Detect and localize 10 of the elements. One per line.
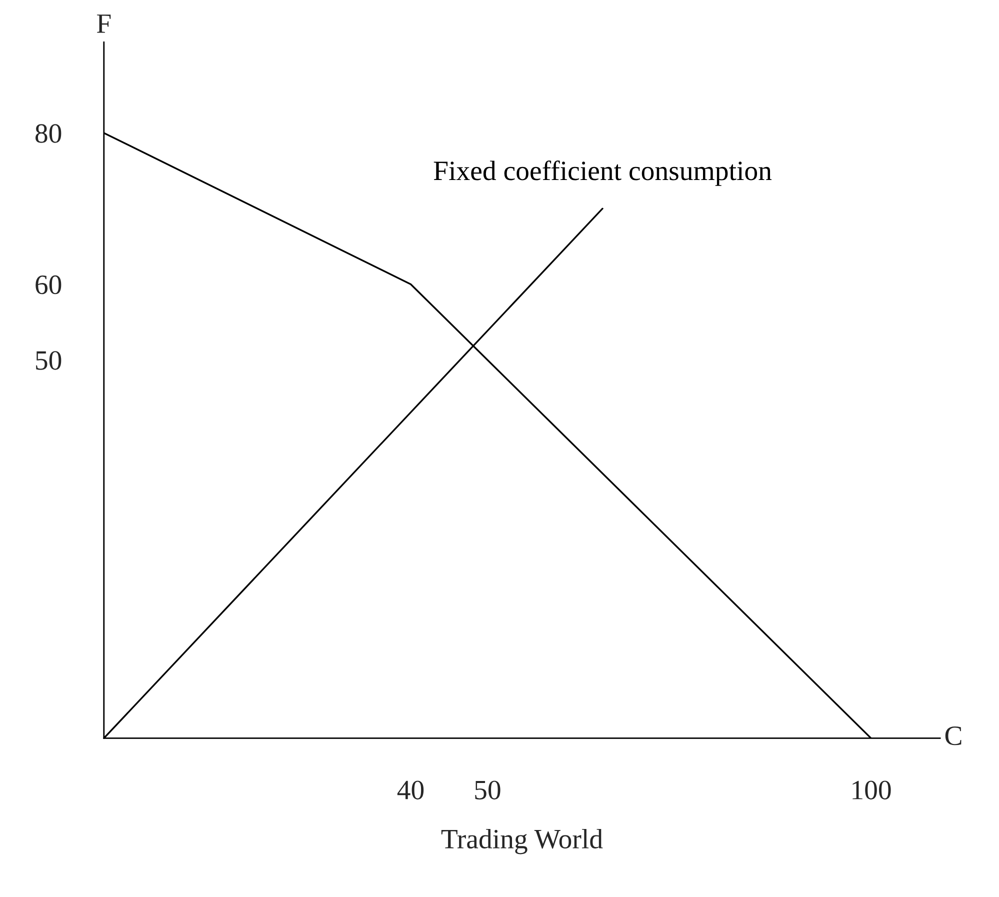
- y-axis-title: F: [96, 14, 111, 33]
- x-tick-label: 100: [852, 780, 891, 800]
- x-axis-title: C: [945, 726, 962, 746]
- x-tick-label: 50: [475, 780, 500, 800]
- y-tick-label: 80: [36, 124, 62, 143]
- series-label: Fixed coefficient consumption: [434, 160, 772, 186]
- x-tick-label: 40: [397, 780, 424, 800]
- y-tick-label: 60: [36, 275, 62, 294]
- text: Trading World: [441, 828, 603, 854]
- y-tick-label: 50: [36, 351, 62, 370]
